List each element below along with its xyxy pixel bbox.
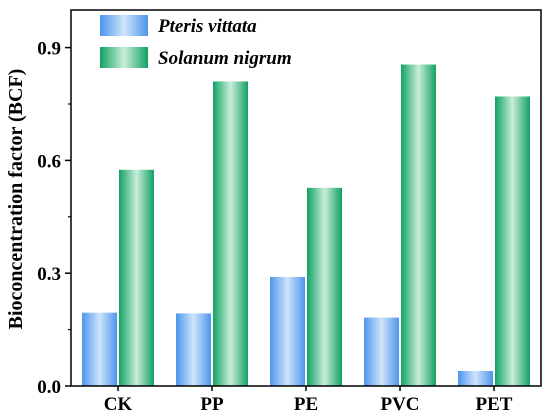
y-tick-label: 0.3 xyxy=(37,264,61,285)
x-tick-label: CK xyxy=(104,394,133,415)
bar-pteris-pvc xyxy=(364,317,399,386)
bar-solanum-ck xyxy=(119,169,154,386)
y-axis-title: Bioconcentration factor (BCF) xyxy=(5,69,27,330)
bar-solanum-pvc xyxy=(401,64,436,387)
x-tick-label: PET xyxy=(476,394,513,415)
legend-swatch-solanum xyxy=(100,47,148,68)
plot-frame xyxy=(70,9,542,387)
y-tick-label: 0.0 xyxy=(37,377,61,398)
bar-pteris-ck xyxy=(82,312,117,386)
bar-pteris-pe xyxy=(270,276,305,386)
x-tick-label: PP xyxy=(200,394,224,415)
legend-label-solanum: Solanum nigrum xyxy=(158,48,292,69)
y-axis-ticks: 0.0 0.3 0.6 0.9 xyxy=(37,39,71,398)
x-tick-label: PVC xyxy=(380,394,419,415)
y-tick-label: 0.9 xyxy=(37,39,61,60)
legend-label-pteris: Pteris vittata xyxy=(157,16,257,37)
x-tick-label: PE xyxy=(294,394,318,415)
y-tick-label: 0.6 xyxy=(37,151,61,172)
bar-solanum-pe xyxy=(307,187,342,386)
legend-swatch-pteris xyxy=(100,15,148,36)
legend: Pteris vittata Solanum nigrum xyxy=(100,15,292,69)
bar-pteris-pp xyxy=(176,313,211,386)
bars-group xyxy=(82,64,530,387)
bar-pteris-pet xyxy=(458,370,493,386)
bar-solanum-pp xyxy=(213,81,248,386)
bar-solanum-pet xyxy=(495,96,530,386)
x-axis-labels: CK PP PE PVC PET xyxy=(104,386,513,415)
